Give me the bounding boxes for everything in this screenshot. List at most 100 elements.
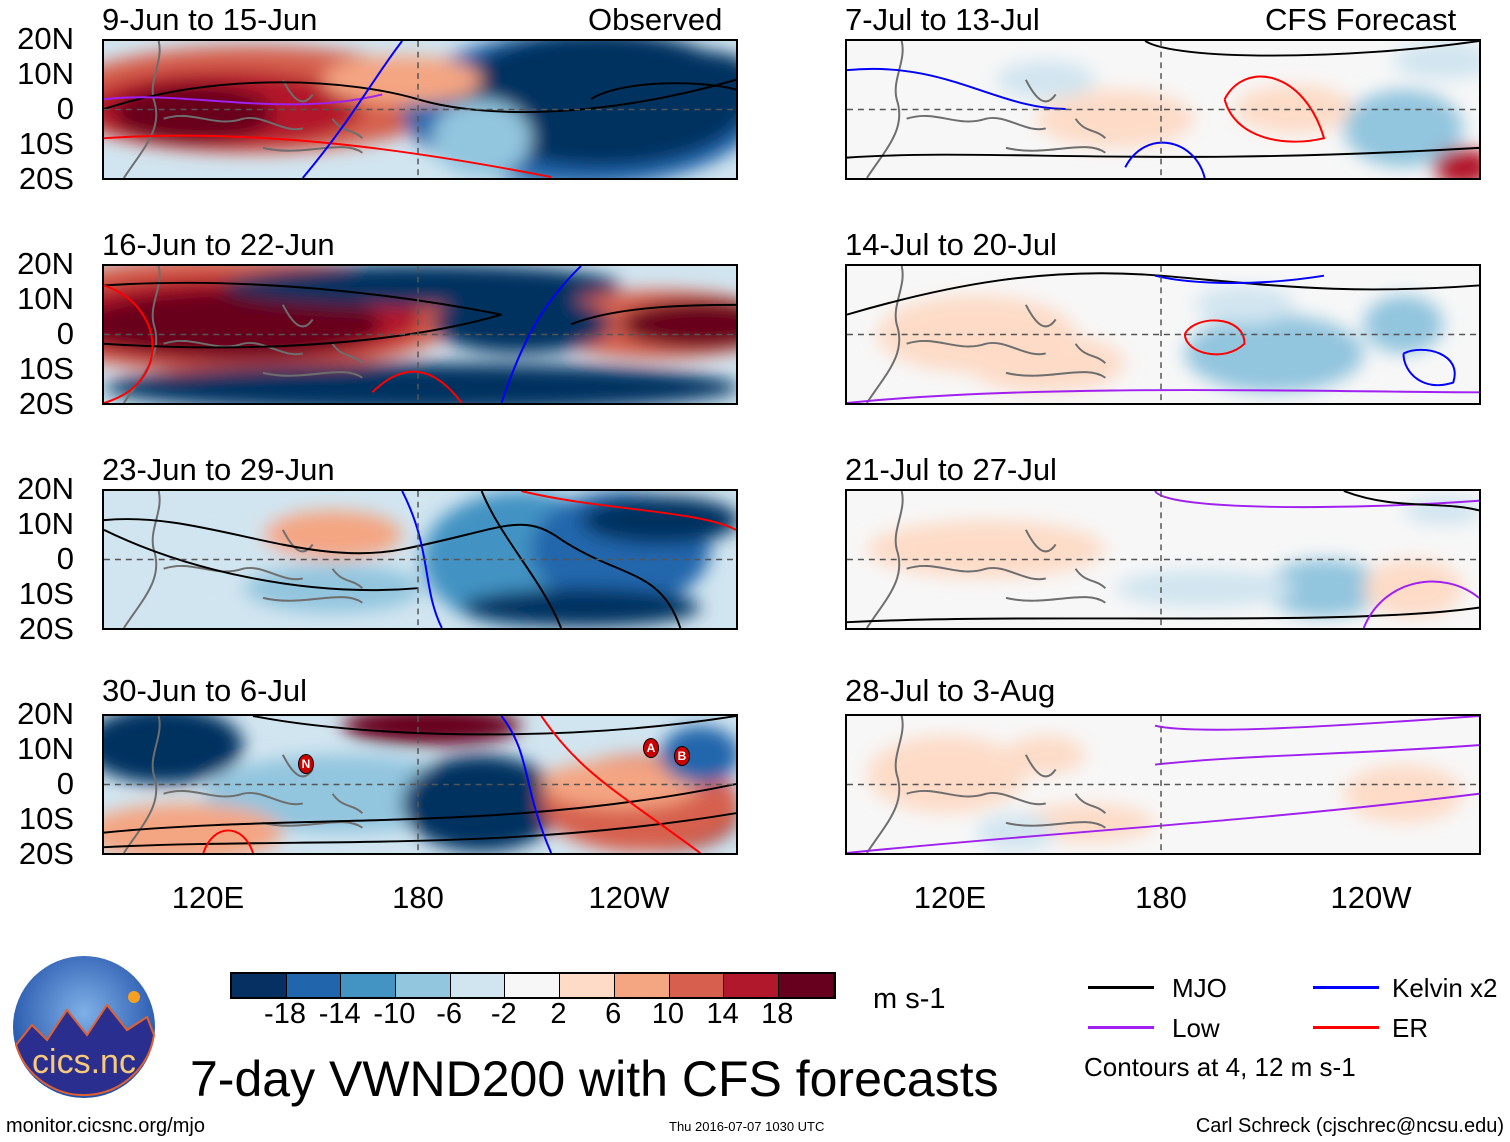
figure-title: 7-day VWND200 with CFS forecasts: [190, 1051, 999, 1107]
lat-label: 0: [56, 541, 74, 576]
wind-anomaly-region: [996, 60, 1096, 100]
wind-anomaly-region: [1264, 559, 1384, 618]
colorbar-label: -2: [490, 998, 517, 1030]
lat-label: 20S: [18, 161, 74, 196]
panel-title: 23-Jun to 29-Jun: [102, 452, 335, 487]
colorbar-label: 18: [761, 998, 794, 1030]
map-panel: [102, 489, 738, 630]
lat-label: 0: [56, 316, 74, 351]
colorbar-label: 2: [550, 998, 567, 1030]
map-panel: [102, 39, 738, 180]
colorbar-swatch: [724, 974, 779, 997]
panel-title: 21-Jul to 27-Jul: [845, 452, 1057, 487]
contour-line: [401, 491, 443, 628]
panel-title: 9-Jun to 15-Jun: [102, 2, 318, 37]
storm-marker: N: [298, 754, 314, 774]
lat-label: 10S: [18, 801, 74, 836]
contour-line: [1343, 491, 1479, 512]
map-panel: [845, 714, 1481, 855]
wind-anomaly-region: [431, 99, 532, 178]
contour-line: [1154, 744, 1479, 766]
lat-label: 20N: [17, 21, 74, 56]
contour-line: [1124, 141, 1206, 178]
forecast-label: CFS Forecast: [1265, 2, 1457, 37]
contour-line: [104, 518, 562, 555]
lon-label: 180: [1135, 880, 1187, 915]
lat-label: 10S: [18, 126, 74, 161]
lat-label: 20N: [17, 696, 74, 731]
lat-label: 0: [56, 91, 74, 126]
contour-line: [1154, 716, 1479, 731]
lon-label: 180: [392, 880, 444, 915]
legend-swatch-kelvin: [1313, 986, 1379, 989]
coastline: [866, 41, 1107, 178]
contour-line: [560, 538, 682, 628]
coastline: [123, 491, 364, 628]
legend-swatch-low: [1088, 1026, 1154, 1029]
contour-line: [500, 266, 582, 403]
lat-label: 20S: [18, 611, 74, 646]
wind-anomaly-region: [1194, 285, 1295, 325]
footer-timestamp: Thu 2016-07-07 1030 UTC: [669, 1119, 825, 1134]
storm-marker: A: [643, 738, 659, 758]
contour-line: [847, 792, 1479, 853]
colorbar-swatch: [341, 974, 397, 997]
colorbar: [230, 972, 836, 999]
wind-anomaly-region: [1115, 568, 1295, 608]
wind-anomaly-region: [1433, 147, 1479, 178]
colorbar-swatch: [505, 974, 561, 997]
contour-line: [104, 783, 736, 834]
wind-anomaly-region: [1035, 89, 1195, 148]
contour-line: [1362, 580, 1479, 628]
contour-note: Contours at 4, 12 m s-1: [1084, 1052, 1356, 1082]
lat-label: 10N: [17, 281, 74, 316]
contour-line: [500, 716, 553, 853]
wind-anomaly-region: [461, 588, 701, 628]
colorbar-label: -14: [318, 998, 361, 1030]
lat-label: 0: [56, 766, 74, 801]
panel-title: 30-Jun to 6-Jul: [102, 673, 308, 708]
lon-label: 120W: [588, 880, 670, 915]
panel-title: 14-Jul to 20-Jul: [845, 227, 1057, 262]
lat-label: 20S: [18, 836, 74, 871]
map-panel: [845, 264, 1481, 405]
wind-anomaly-region: [104, 363, 736, 403]
observed-label: Observed: [588, 2, 723, 37]
lon-label: 120E: [171, 880, 245, 915]
map-panel: [102, 264, 738, 405]
contour-line: [104, 812, 736, 849]
contour-line: [1402, 348, 1456, 387]
coastline: [866, 491, 1107, 628]
wind-anomaly-region: [322, 55, 482, 105]
lat-label: 10N: [17, 56, 74, 91]
contour-line: [521, 491, 736, 531]
footer-url[interactable]: monitor.cicsnc.org/mjo: [6, 1115, 205, 1137]
wind-anomaly-region: [421, 779, 542, 838]
wind-anomaly-region: [342, 716, 522, 746]
contour-line: [1154, 274, 1325, 284]
map-panel: [845, 39, 1481, 180]
colorbar-swatch: [286, 974, 342, 997]
colorbar-label: 10: [651, 998, 685, 1030]
coastline: [123, 266, 364, 403]
coastline: [123, 716, 364, 853]
svg-text:cics.nc: cics.nc: [32, 1043, 136, 1081]
colorbar-label: 6: [605, 998, 622, 1030]
contour-line: [104, 281, 502, 349]
wind-anomaly-region: [1403, 495, 1479, 526]
lat-label: 20N: [17, 246, 74, 281]
contour-line: [104, 134, 552, 178]
contour-line: [202, 829, 255, 853]
storm-marker: B: [674, 746, 690, 766]
contour-line: [1183, 319, 1246, 356]
wind-anomaly-region: [104, 716, 244, 785]
legend-swatch-er: [1313, 1026, 1379, 1029]
contour-line: [104, 284, 154, 403]
legend-label: MJO: [1172, 973, 1227, 1003]
contour-line: [847, 146, 1479, 159]
contour-line: [847, 606, 1479, 624]
legend-label: Low: [1172, 1013, 1220, 1043]
contour-line: [1223, 75, 1326, 143]
